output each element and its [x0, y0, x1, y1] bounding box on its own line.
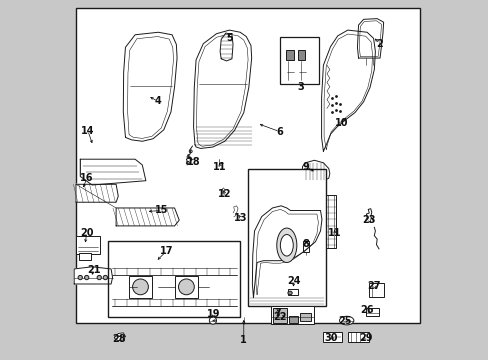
Polygon shape [321, 30, 375, 151]
Text: 11: 11 [327, 228, 341, 238]
Text: 4: 4 [154, 96, 161, 106]
Text: 9: 9 [302, 162, 309, 172]
Polygon shape [357, 19, 383, 58]
Text: 21: 21 [87, 265, 101, 275]
Bar [325, 195, 336, 248]
Ellipse shape [132, 279, 148, 295]
Polygon shape [123, 32, 177, 141]
Text: 23: 23 [362, 215, 375, 225]
Bar [366, 308, 378, 316]
Text: 13: 13 [234, 213, 247, 223]
Bar [79, 253, 91, 260]
Text: 17: 17 [159, 246, 173, 256]
Text: 27: 27 [367, 281, 380, 291]
Polygon shape [193, 30, 251, 148]
Text: 20: 20 [80, 228, 93, 238]
Polygon shape [74, 267, 112, 284]
Bar [302, 241, 308, 252]
Text: 18: 18 [186, 157, 200, 167]
Bar [285, 50, 293, 60]
Bar [368, 283, 384, 297]
Bar [289, 316, 298, 323]
Bar [287, 289, 298, 296]
Bar [297, 50, 305, 60]
Polygon shape [301, 160, 329, 182]
Text: 29: 29 [358, 333, 372, 343]
Text: 12: 12 [218, 189, 231, 199]
Ellipse shape [78, 275, 82, 280]
Text: 22: 22 [273, 312, 286, 322]
Polygon shape [115, 333, 125, 341]
Text: 26: 26 [360, 305, 373, 315]
Text: 19: 19 [206, 309, 220, 319]
Text: 8: 8 [302, 239, 309, 249]
Bar [129, 276, 152, 298]
Bar [271, 306, 313, 324]
Bar [347, 332, 368, 342]
Text: 16: 16 [80, 173, 93, 183]
Text: 5: 5 [225, 33, 232, 43]
Polygon shape [76, 184, 118, 202]
Bar [174, 276, 198, 298]
Bar [108, 241, 240, 317]
Text: 1: 1 [240, 334, 246, 345]
Ellipse shape [276, 228, 296, 262]
Ellipse shape [209, 317, 216, 324]
Text: 2: 2 [376, 39, 383, 49]
Text: 10: 10 [334, 118, 347, 128]
Polygon shape [220, 33, 233, 61]
Ellipse shape [84, 275, 89, 280]
Text: 24: 24 [286, 276, 300, 286]
Ellipse shape [103, 275, 107, 280]
Ellipse shape [97, 275, 101, 280]
Bar [322, 332, 342, 342]
Text: 3: 3 [297, 82, 304, 93]
Bar [76, 236, 100, 253]
Text: 7: 7 [274, 309, 281, 318]
Polygon shape [80, 159, 145, 185]
Ellipse shape [287, 291, 292, 295]
Text: 14: 14 [81, 126, 94, 135]
Bar [300, 313, 310, 320]
Bar [247, 169, 325, 306]
Bar [273, 309, 286, 323]
Bar [279, 37, 319, 84]
Text: 30: 30 [324, 333, 337, 343]
Text: 6: 6 [276, 127, 283, 136]
Ellipse shape [280, 234, 293, 256]
Text: 11: 11 [213, 162, 226, 172]
Text: 15: 15 [155, 206, 168, 216]
Text: 28: 28 [112, 333, 125, 343]
Text: 25: 25 [338, 316, 351, 325]
Ellipse shape [178, 279, 194, 295]
Polygon shape [116, 208, 179, 226]
Ellipse shape [339, 316, 353, 325]
Bar [76, 8, 419, 323]
